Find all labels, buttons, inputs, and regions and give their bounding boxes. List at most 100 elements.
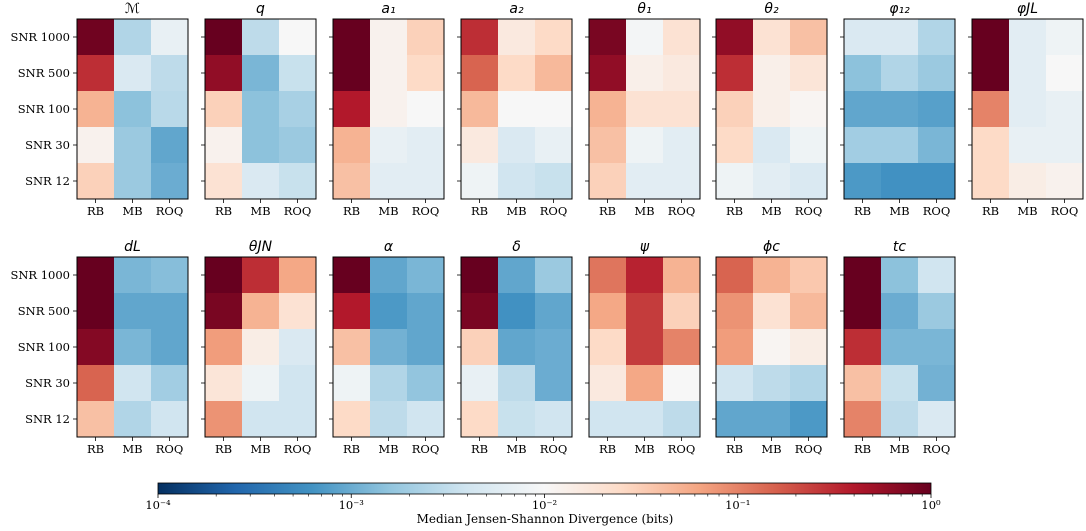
heatmap-cell: [918, 365, 956, 402]
heatmap-cell: [242, 401, 280, 438]
y-tick-label: SNR 1000: [10, 268, 70, 282]
heatmap-panel: ψ RB MB ROQ: [585, 239, 701, 456]
heatmap-cell: [151, 127, 189, 164]
heatmap-cell: [407, 127, 445, 164]
heatmap-cell: [205, 19, 243, 56]
x-tick-label: RB: [471, 442, 488, 456]
x-tick-label: RB: [854, 442, 871, 456]
heatmap-panel: q RB MB ROQ: [201, 1, 317, 218]
heatmap-cell: [370, 163, 408, 200]
heatmap-cell: [790, 293, 828, 330]
heatmap-cell: [407, 329, 445, 366]
x-tick-label: ROQ: [668, 204, 696, 218]
heatmap-panel: φ₁₂ RB MB ROQ: [840, 1, 956, 218]
heatmap-cell: [279, 293, 317, 330]
heatmap-cell: [279, 19, 317, 56]
x-tick-label: RB: [982, 204, 999, 218]
heatmap-cell: [461, 163, 499, 200]
heatmap-cell: [790, 365, 828, 402]
heatmap-cell: [333, 91, 371, 128]
heatmap-cell: [205, 127, 243, 164]
panel-title: δ: [512, 239, 521, 255]
heatmap-cell: [844, 365, 882, 402]
heatmap-cell: [972, 19, 1010, 56]
heatmap-cell: [114, 91, 152, 128]
heatmap-cell: [461, 293, 499, 330]
heatmap-cell: [151, 19, 189, 56]
heatmap-cell: [279, 163, 317, 200]
heatmap-cell: [753, 19, 791, 56]
heatmap-cell: [663, 127, 701, 164]
heatmap-cell: [881, 401, 919, 438]
heatmap-cell: [663, 257, 701, 294]
heatmap-cell: [626, 329, 664, 366]
heatmap-cell: [77, 91, 115, 128]
x-tick-label: ROQ: [795, 204, 823, 218]
heatmap-cell: [535, 91, 573, 128]
heatmap-cell: [1046, 163, 1084, 200]
heatmap-cell: [753, 293, 791, 330]
heatmap-cell: [716, 293, 754, 330]
heatmap-panel: tc RB MB ROQ: [840, 239, 956, 456]
heatmap-cell: [972, 127, 1010, 164]
colorbar-tick-label: 10⁻¹: [725, 498, 750, 512]
x-tick-label: ROQ: [412, 442, 440, 456]
heatmap-cell: [333, 163, 371, 200]
heatmap-cell: [844, 127, 882, 164]
heatmap-cell: [844, 163, 882, 200]
heatmap-cell: [461, 19, 499, 56]
heatmap-cell: [535, 163, 573, 200]
x-tick-label: RB: [87, 204, 104, 218]
heatmap-cell: [242, 257, 280, 294]
x-tick-label: ROQ: [540, 204, 568, 218]
heatmap-cell: [918, 163, 956, 200]
heatmap-cell: [1046, 91, 1084, 128]
heatmap-cell: [151, 329, 189, 366]
x-tick-label: ROQ: [668, 442, 696, 456]
heatmap-cell: [242, 55, 280, 92]
x-tick-label: ROQ: [284, 442, 312, 456]
heatmap-cell: [461, 401, 499, 438]
x-tick-label: RB: [854, 204, 871, 218]
heatmap-cell: [333, 257, 371, 294]
heatmap-cell: [205, 401, 243, 438]
x-tick-label: MB: [506, 204, 526, 218]
heatmap-cell: [205, 55, 243, 92]
heatmap-cell: [279, 365, 317, 402]
y-tick-label: SNR 12: [25, 412, 70, 426]
x-tick-label: RB: [343, 204, 360, 218]
y-tick-label: SNR 1000: [10, 30, 70, 44]
heatmap-cell: [589, 55, 627, 92]
panel-title: θJN: [249, 239, 273, 255]
heatmap-cell: [589, 257, 627, 294]
x-tick-label: ROQ: [795, 442, 823, 456]
heatmap-cell: [881, 163, 919, 200]
heatmap-cell: [279, 127, 317, 164]
heatmap-cell: [881, 329, 919, 366]
y-tick-label: SNR 500: [18, 304, 70, 318]
heatmap-cell: [972, 91, 1010, 128]
heatmap-cell: [461, 329, 499, 366]
heatmap-panel: δ RB MB ROQ: [457, 239, 573, 456]
heatmap-cell: [589, 401, 627, 438]
heatmap-cell: [844, 91, 882, 128]
x-tick-label: RB: [599, 442, 616, 456]
heatmap-cell: [626, 293, 664, 330]
heatmap-cell: [753, 401, 791, 438]
heatmap-cell: [663, 365, 701, 402]
heatmap-cell: [589, 293, 627, 330]
panel-title: ψ: [640, 239, 650, 255]
heatmap-cell: [407, 55, 445, 92]
panel-title: ϕc: [763, 239, 780, 255]
heatmap-cell: [498, 55, 536, 92]
heatmap-cell: [1046, 19, 1084, 56]
heatmap-cell: [370, 329, 408, 366]
heatmap-cell: [589, 91, 627, 128]
heatmap-cell: [1046, 55, 1084, 92]
heatmap-cell: [498, 329, 536, 366]
heatmap-cell: [461, 91, 499, 128]
heatmap-cell: [663, 329, 701, 366]
heatmap-cell: [844, 329, 882, 366]
heatmap-cell: [333, 55, 371, 92]
